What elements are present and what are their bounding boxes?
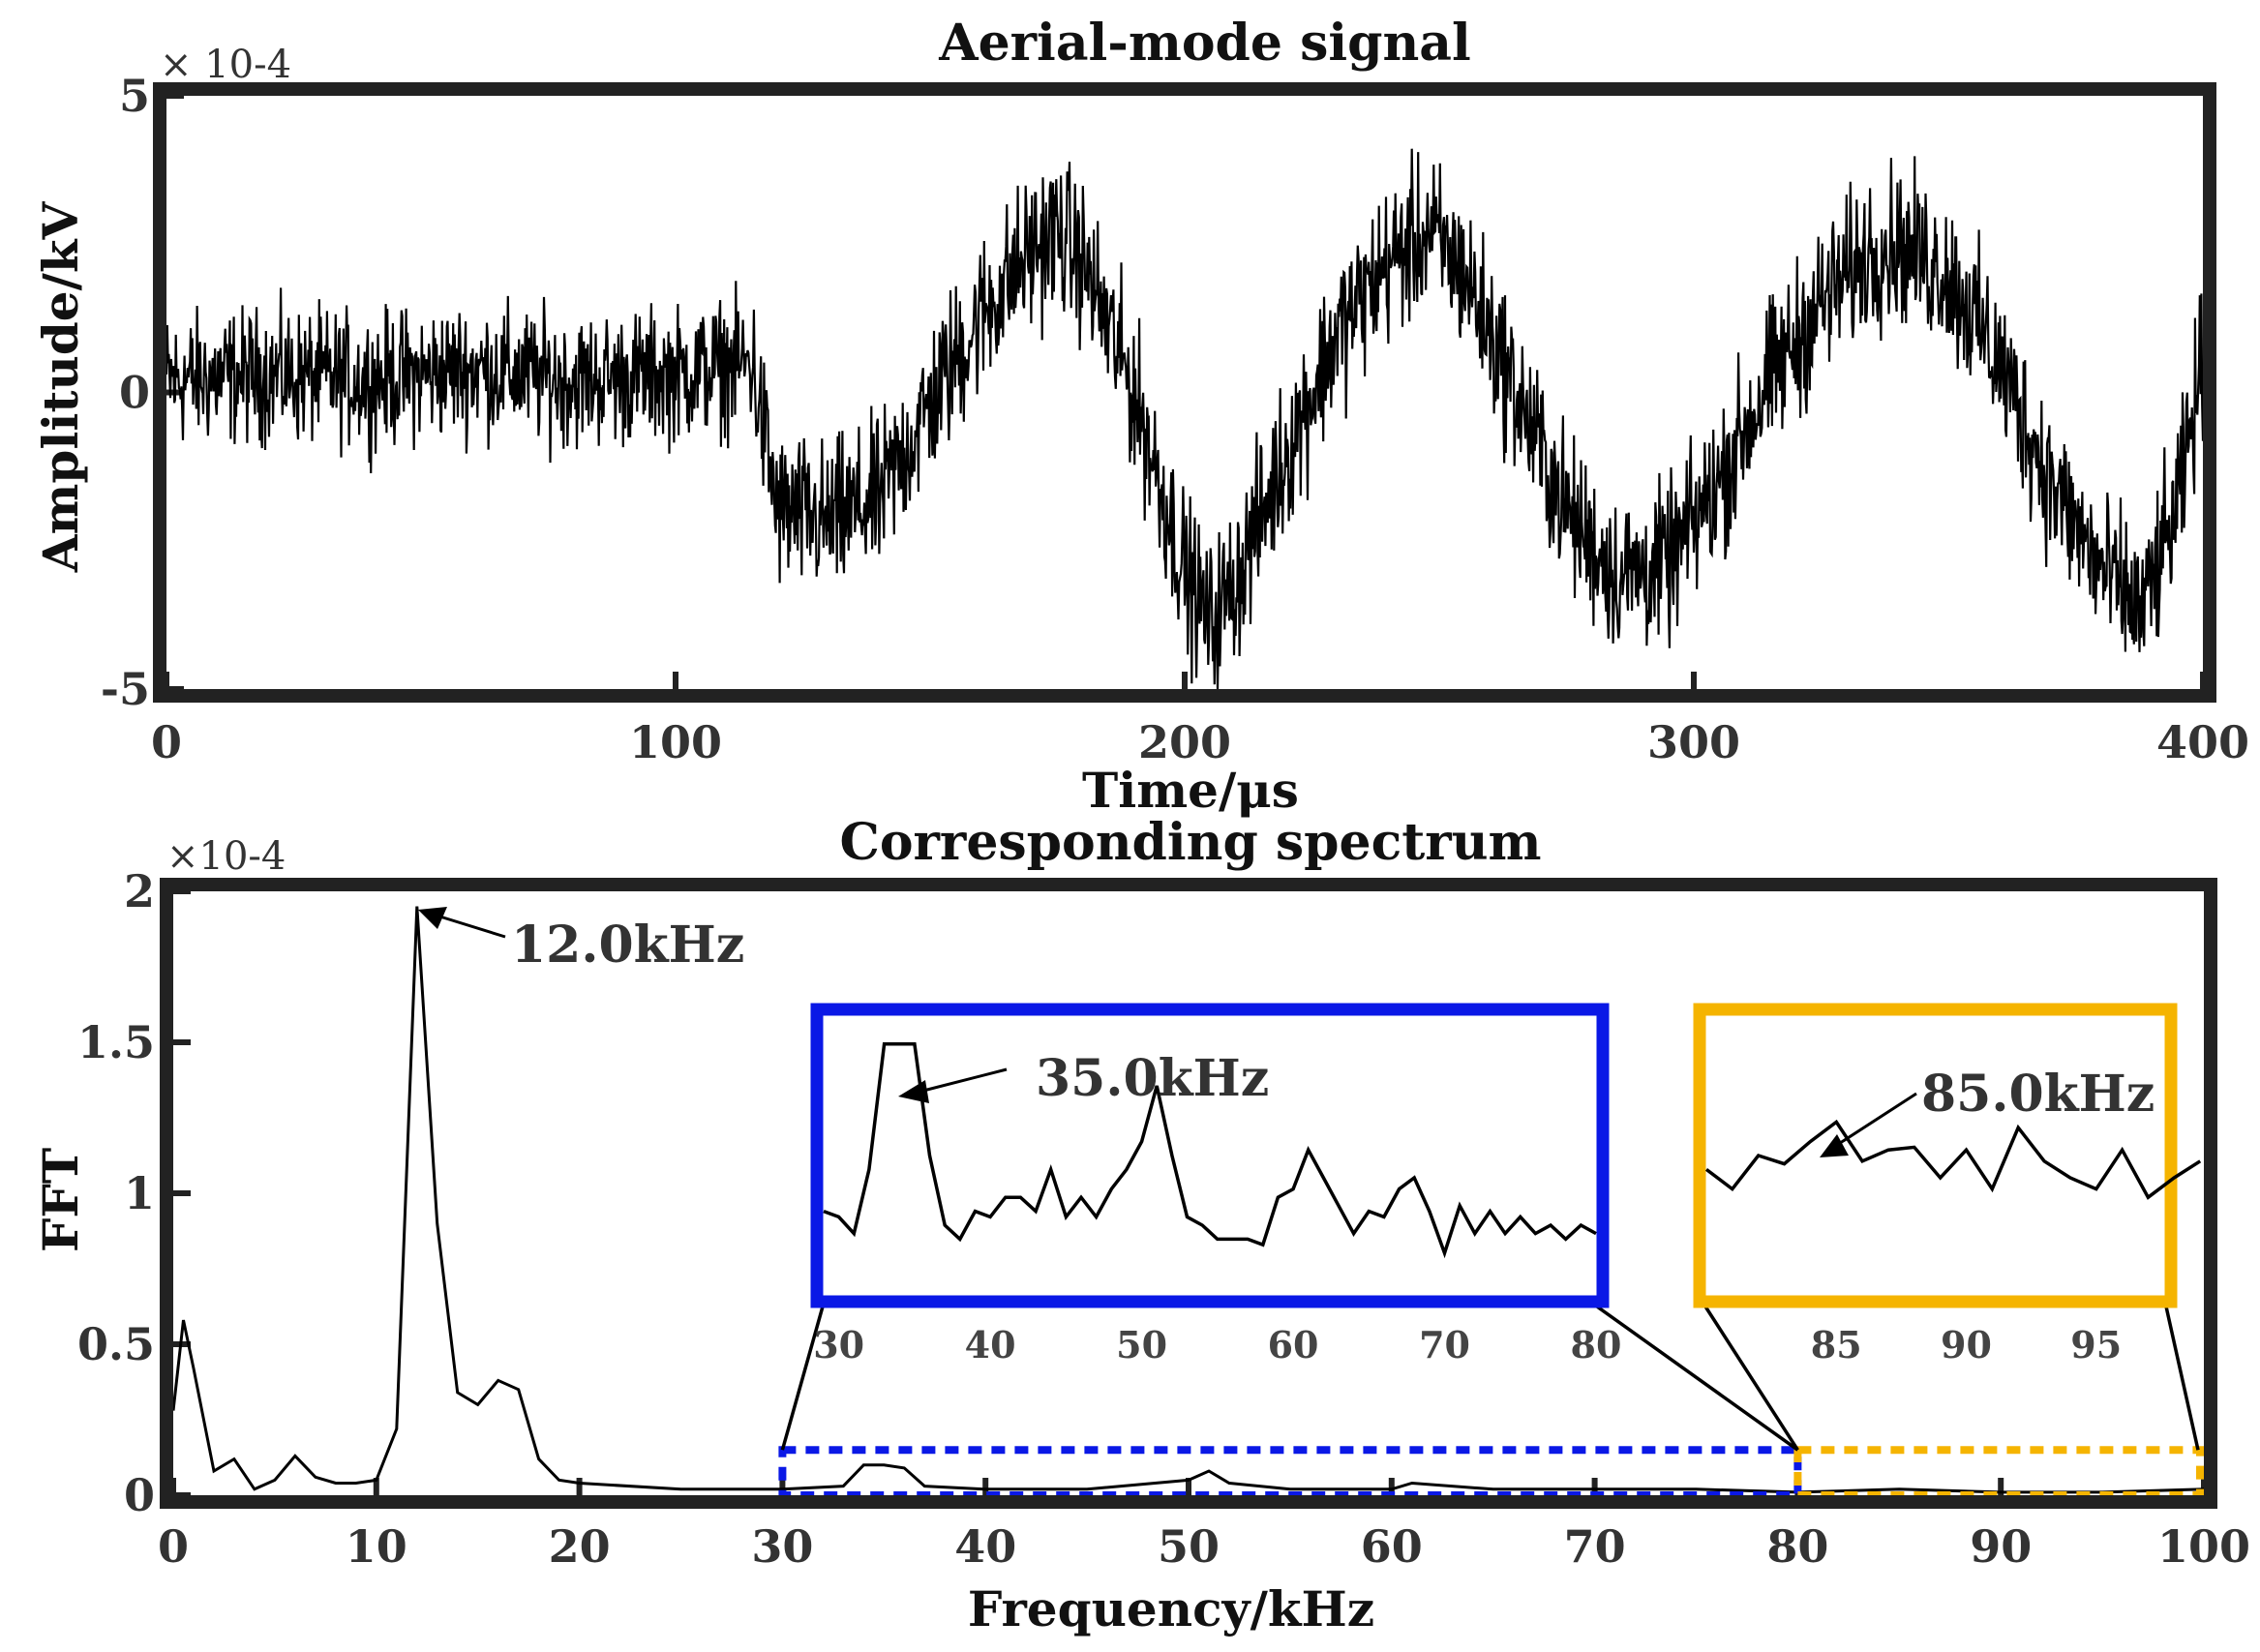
top-x-axis-label: Time/μs <box>1082 762 1299 819</box>
inset-x-tick-label: 60 <box>1268 1323 1319 1367</box>
top-chart-title: Aerial-mode signal <box>938 14 1471 73</box>
top-x-tick-label: 300 <box>1647 716 1740 768</box>
top-signal-line <box>165 148 2205 690</box>
orange-inset-line <box>1704 1119 2202 1200</box>
inset-x-tick-label: 85 <box>1811 1323 1862 1367</box>
bottom-x-tick-label: 60 <box>1361 1520 1423 1573</box>
bottom-x-tick-label: 20 <box>549 1520 611 1573</box>
zoom-connector-line <box>1595 1305 1799 1452</box>
annotation-85khz-label: 85.0kHz <box>1921 1065 2155 1124</box>
bottom-x-tick-label: 30 <box>751 1520 813 1573</box>
zoom-connector-line <box>1703 1306 1799 1452</box>
inset-x-tick-label: 50 <box>1116 1323 1167 1367</box>
orange-inset-frame <box>1693 1003 2178 1308</box>
annotation-35khz: 35.0kHz <box>898 1049 1269 1108</box>
bottom-y-tick-label: 1 <box>124 1167 155 1219</box>
bottom-y-tick-label: 0.5 <box>77 1318 155 1370</box>
top-y-exponent: × 10-4 <box>160 43 291 87</box>
top-y-tick-label: -5 <box>101 663 150 715</box>
top-y-tick-label: 5 <box>119 70 150 122</box>
bottom-x-tick-label: 100 <box>2157 1520 2250 1573</box>
bottom-y-exponent: ×10-4 <box>166 834 286 879</box>
bottom-y-tick-label: 2 <box>124 865 155 917</box>
top-y-axis-label: Amplitude/kV <box>32 201 89 574</box>
bottom-x-tick-label: 70 <box>1564 1520 1626 1573</box>
top-x-tick-label: 100 <box>629 716 722 768</box>
bottom-x-tick-label: 40 <box>954 1520 1016 1573</box>
inset-x-tick-label: 90 <box>1941 1323 1992 1367</box>
bottom-x-tick-label: 90 <box>1970 1520 2032 1573</box>
bottom-axes-frame <box>160 878 2217 1509</box>
top-x-tick-label: 400 <box>2156 716 2249 768</box>
zoom-connector-line <box>2164 1306 2200 1451</box>
inset-x-tick-label: 40 <box>965 1323 1016 1367</box>
blue-inset-line <box>823 1042 1597 1259</box>
spectrum-line <box>171 906 2205 1494</box>
inset-x-tick-label: 95 <box>2070 1323 2122 1367</box>
annotation-35khz-label: 35.0kHz <box>1036 1049 1269 1108</box>
orange-zoom-source-box <box>1793 1446 2205 1499</box>
top-y-tick-label: 0 <box>119 367 150 419</box>
annotation-85khz: 85.0kHz <box>1820 1065 2155 1157</box>
inset-x-tick-label: 80 <box>1571 1323 1622 1367</box>
orange-inset-tick-labels: 85 90 95 <box>1811 1323 2122 1367</box>
bottom-x-tick-label: 0 <box>158 1520 189 1573</box>
bottom-x-tick-label: 80 <box>1766 1520 1828 1573</box>
bottom-y-tick-label: 1.5 <box>77 1016 155 1068</box>
blue-inset-tick-labels: 30 40 50 60 70 80 <box>813 1323 1621 1367</box>
top-x-tick-label: 200 <box>1138 716 1231 768</box>
zoom-connector-line <box>780 1306 825 1451</box>
bottom-x-axis-label: Frequency/kHz <box>968 1580 1374 1637</box>
top-x-tick-label: 0 <box>151 716 182 768</box>
bottom-y-axis-label: FFT <box>32 1148 89 1252</box>
bottom-tick-labels: 0 10 20 30 40 50 60 70 80 90 100 2 1.5 1 0.5 0 <box>77 865 2250 1573</box>
bottom-y-tick-label: 0 <box>124 1469 155 1521</box>
bottom-chart-title: Corresponding spectrum <box>839 813 1541 872</box>
annotation-12khz-label: 12.0kHz <box>511 916 744 975</box>
annotation-12khz: 12.0kHz <box>418 907 744 975</box>
inset-x-tick-label: 70 <box>1419 1323 1470 1367</box>
blue-inset-frame <box>810 1003 1610 1308</box>
inset-x-tick-label: 30 <box>813 1323 864 1367</box>
bottom-x-tick-label: 50 <box>1158 1520 1220 1573</box>
top-axes-frame <box>153 82 2216 703</box>
zoom-connector-lines <box>780 1305 2200 1452</box>
bottom-x-tick-label: 10 <box>346 1520 407 1573</box>
